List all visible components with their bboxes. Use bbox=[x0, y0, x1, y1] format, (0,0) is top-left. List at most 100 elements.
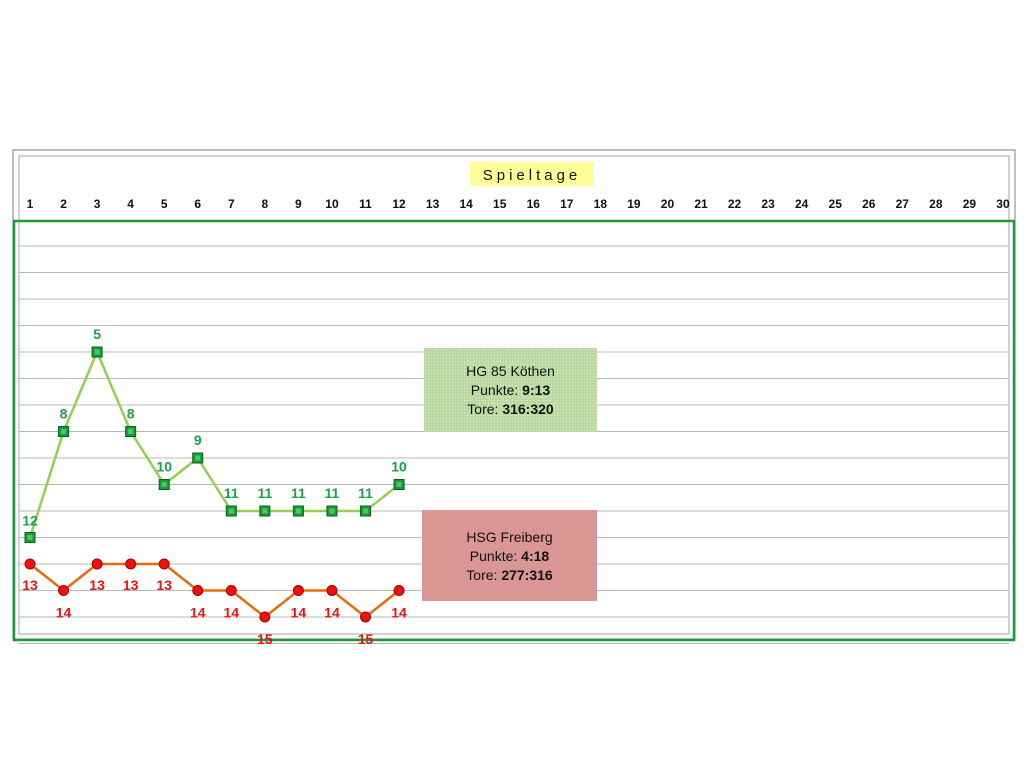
data-label: 15 bbox=[257, 631, 273, 647]
x-tick-label: 9 bbox=[295, 197, 302, 211]
x-tick-label: 3 bbox=[94, 197, 101, 211]
data-label: 14 bbox=[291, 605, 307, 621]
x-axis-ticks: 1 2 3 4 5 6 7 8 9 10 11 12 13 14 15 16 17 18 19 20 21 22 23 24 2… bbox=[27, 197, 1010, 211]
koethen-tore-row: Tore: 316:320 bbox=[424, 400, 597, 419]
x-tick-label: 17 bbox=[560, 197, 574, 211]
koethen-punkte-value: 9:13 bbox=[522, 382, 551, 398]
x-tick-label: 1 bbox=[27, 197, 34, 211]
data-point bbox=[326, 585, 338, 596]
data-label: 15 bbox=[358, 631, 374, 647]
data-point-highlight bbox=[329, 508, 335, 514]
series-1: 13 14 13 13 13 14 14 15 14 14 15 14 bbox=[22, 558, 407, 647]
data-label: 11 bbox=[325, 485, 340, 501]
data-label: 13 bbox=[89, 577, 105, 593]
x-tick-label: 5 bbox=[161, 197, 168, 211]
data-point-highlight bbox=[27, 535, 33, 540]
inner-frame bbox=[18, 155, 1010, 635]
x-tick-label: 6 bbox=[194, 197, 201, 211]
data-point-highlight bbox=[128, 429, 134, 434]
freiberg-punkte-label: Punkte: bbox=[469, 548, 518, 564]
koethen-punkte-label: Punkte: bbox=[470, 382, 519, 398]
x-tick-label: 14 bbox=[459, 197, 473, 211]
plot-area-border bbox=[12, 219, 1016, 642]
data-label: 11 bbox=[291, 485, 306, 501]
x-tick-label: 4 bbox=[127, 197, 134, 211]
freiberg-tore-value: 277:316 bbox=[501, 567, 553, 583]
data-label: 14 bbox=[324, 605, 340, 621]
x-tick-label: 21 bbox=[694, 197, 708, 211]
data-label: 12 bbox=[22, 513, 38, 529]
data-point bbox=[24, 558, 36, 570]
data-point-highlight bbox=[94, 349, 100, 355]
x-tick-label: 19 bbox=[627, 197, 641, 211]
x-tick-label: 13 bbox=[426, 197, 440, 211]
x-tick-label: 12 bbox=[392, 197, 406, 211]
data-label: 14 bbox=[391, 605, 407, 621]
data-label: 11 bbox=[224, 485, 239, 501]
data-label: 5 bbox=[93, 326, 101, 342]
data-point bbox=[158, 558, 170, 570]
data-point-highlight bbox=[396, 482, 402, 487]
data-label: 14 bbox=[224, 605, 240, 621]
x-tick-label: 26 bbox=[862, 197, 876, 211]
freiberg-punkte-value: 4:18 bbox=[521, 548, 550, 564]
data-label: 10 bbox=[156, 459, 172, 475]
freiberg-team-name: HSG Freiberg bbox=[466, 529, 553, 545]
data-point bbox=[360, 611, 371, 623]
x-tick-label: 29 bbox=[963, 197, 977, 211]
data-point bbox=[91, 558, 103, 570]
x-tick-label: 16 bbox=[527, 197, 541, 211]
x-tick-label: 27 bbox=[896, 197, 910, 211]
data-point-highlight bbox=[61, 429, 67, 434]
team-info-box-freiberg: HSG Freiberg Punkte: 4:18 Tore: 277:316 bbox=[422, 510, 597, 601]
x-tick-label: 30 bbox=[996, 197, 1010, 211]
data-point bbox=[192, 585, 204, 596]
x-tick-label: 15 bbox=[493, 197, 507, 211]
data-point bbox=[58, 585, 70, 596]
team-info-box-koethen: HG 85 Köthen Punkte: 9:13 Tore: 316:320 bbox=[424, 348, 597, 432]
data-label: 8 bbox=[127, 406, 135, 422]
freiberg-tore-label: Tore: bbox=[466, 567, 498, 583]
data-point bbox=[125, 558, 137, 570]
x-tick-label: 11 bbox=[359, 197, 372, 211]
data-label: 9 bbox=[194, 432, 202, 448]
data-point-highlight bbox=[363, 508, 368, 514]
x-tick-label: 18 bbox=[594, 197, 608, 211]
data-label: 10 bbox=[391, 459, 407, 475]
data-label: 8 bbox=[60, 406, 68, 422]
data-label: 11 bbox=[358, 485, 373, 501]
koethen-team-name: HG 85 Köthen bbox=[466, 363, 555, 379]
data-point-highlight bbox=[195, 455, 201, 461]
data-label: 13 bbox=[22, 577, 38, 593]
koethen-tore-label: Tore: bbox=[467, 401, 499, 417]
freiberg-tore-row: Tore: 277:316 bbox=[422, 566, 597, 585]
data-point bbox=[259, 611, 271, 623]
x-tick-label: 10 bbox=[325, 197, 339, 211]
data-point-highlight bbox=[161, 482, 167, 487]
x-tick-label: 22 bbox=[728, 197, 742, 211]
freiberg-punkte-row: Punkte: 4:18 bbox=[422, 547, 597, 566]
x-tick-label: 23 bbox=[761, 197, 775, 211]
x-tick-label: 2 bbox=[60, 197, 67, 211]
x-tick-label: 24 bbox=[795, 197, 809, 211]
series-0: 12 8 5 8 10 9 11 11 11 11 11 10 bbox=[22, 326, 407, 543]
data-point bbox=[225, 585, 237, 596]
chart-title: Spieltage bbox=[483, 167, 582, 184]
x-tick-label: 28 bbox=[929, 197, 943, 211]
data-label: 13 bbox=[156, 577, 172, 593]
koethen-tore-value: 316:320 bbox=[502, 401, 554, 417]
data-label: 11 bbox=[257, 485, 272, 501]
data-point bbox=[292, 585, 304, 596]
x-tick-label: 25 bbox=[829, 197, 843, 211]
title-highlight bbox=[470, 162, 594, 186]
x-tick-label: 7 bbox=[228, 197, 235, 211]
series-line bbox=[29, 562, 400, 619]
data-label: 14 bbox=[56, 605, 72, 621]
x-tick-label: 20 bbox=[661, 197, 675, 211]
x-tick-label: 8 bbox=[262, 197, 269, 211]
koethen-punkte-row: Punkte: 9:13 bbox=[424, 381, 597, 400]
data-label: 13 bbox=[123, 577, 139, 593]
data-label: 14 bbox=[190, 605, 206, 621]
data-point-highlight bbox=[295, 508, 301, 514]
data-point bbox=[393, 585, 405, 596]
